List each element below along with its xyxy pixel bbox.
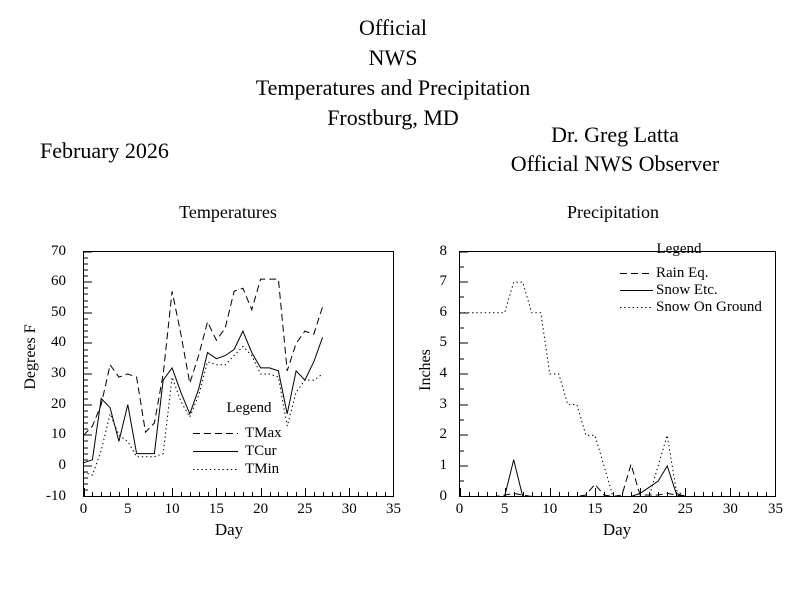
y-tick-label: 7 <box>439 273 448 290</box>
x-tick-label: 35 <box>386 501 401 517</box>
plot-border <box>83 251 394 497</box>
x-tick-label: 30 <box>341 501 357 517</box>
legend-label: Snow On Ground <box>656 299 762 315</box>
legend-line-sample-solid <box>620 290 653 291</box>
x-axis-title: Day <box>214 520 244 539</box>
main-title-line: Temperatures and Precipitation <box>255 75 531 100</box>
legend-row: Snow On Ground <box>598 299 778 316</box>
y-tick-label: 8 <box>439 242 448 259</box>
observer-role: Official NWS Observer <box>510 151 720 176</box>
x-tick-label: 5 <box>500 501 509 517</box>
x-tick-label: 25 <box>677 501 693 517</box>
series-line-rain-eq- <box>459 462 704 497</box>
legend-title: Legend <box>226 400 272 416</box>
x-tick-label: 35 <box>768 501 783 517</box>
y-tick-label: 6 <box>439 303 448 320</box>
observer-credit: Dr. Greg Latta Official NWS Observer <box>435 120 786 178</box>
y-tick-label: 70 <box>51 242 66 259</box>
legend-title: Legend <box>656 241 702 257</box>
y-tick-label: 0 <box>58 456 67 473</box>
x-axis-title: Day <box>602 520 632 539</box>
x-tick-label: 15 <box>587 501 603 517</box>
main-title-line: NWS <box>368 45 418 70</box>
series-line-tmin <box>83 345 323 476</box>
y-tick-label: 60 <box>51 273 66 290</box>
x-tick-label: 0 <box>455 501 464 517</box>
legend-label: TCur <box>245 442 277 459</box>
month-label: February 2026 <box>40 138 169 163</box>
x-tick-label: 30 <box>722 501 738 517</box>
legend: Legend TMax TCur TMin <box>193 400 305 478</box>
chart-temperatures: Temperatures Degrees F Day Legend TMax TC… <box>0 200 401 560</box>
y-tick-label: 30 <box>51 365 66 381</box>
y-tick-label: 10 <box>51 426 66 443</box>
main-title: Official NWS Temperatures and Precipitat… <box>0 13 786 133</box>
main-title-line: Official <box>358 15 427 40</box>
chart-title: Temperatures <box>179 202 277 222</box>
series-line-tcur <box>83 329 324 464</box>
y-tick-label: 20 <box>51 395 66 412</box>
x-tick-label: 0 <box>79 501 88 517</box>
legend-row: TMax <box>193 424 305 442</box>
legend-line-sample-dotted <box>620 307 653 308</box>
x-tick-label: 15 <box>208 501 224 517</box>
x-tick-label: 25 <box>297 501 313 517</box>
chart-title: Precipitation <box>567 202 659 222</box>
y-tick-label: 40 <box>51 334 66 351</box>
x-tick-label: 10 <box>164 501 180 517</box>
y-tick-label: 2 <box>439 426 448 443</box>
legend-line-sample-dotted <box>193 468 238 470</box>
y-tick-label: 50 <box>51 303 66 320</box>
observer-name: Dr. Greg Latta <box>551 122 679 147</box>
series-line-tmax <box>83 278 324 436</box>
x-tick-label: 10 <box>542 501 558 517</box>
legend-row: TMin <box>193 460 305 478</box>
y-tick-label: 3 <box>439 395 448 412</box>
x-tick-label: 5 <box>124 501 132 517</box>
legend-row: Rain Eq. <box>598 265 778 282</box>
y-tick-label: 5 <box>439 334 448 351</box>
precipitation-plot-svg <box>459 251 776 497</box>
y-tick-label: 4 <box>439 365 448 381</box>
main-title-line: Frostburg, MD <box>327 105 459 130</box>
legend: Legend Rain Eq. Snow Etc. Snow On Ground <box>598 241 778 316</box>
legend-label: Rain Eq. <box>656 265 709 281</box>
legend-label: TMin <box>245 460 280 477</box>
legend-row: Snow Etc. <box>598 282 778 299</box>
legend-line-sample-dashed <box>620 273 653 274</box>
temperature-plot-svg <box>83 251 394 497</box>
y-tick-label: 1 <box>439 456 448 473</box>
legend-line-sample-solid <box>193 450 238 452</box>
legend-label: TMax <box>245 424 282 441</box>
legend-row: TCur <box>193 442 305 460</box>
legend-line-sample-dashed <box>193 432 238 434</box>
x-tick-label: 20 <box>253 501 269 517</box>
chart-precipitation: Precipitation Inches Day Legend Rain Eq.… <box>405 200 786 560</box>
x-tick-label: 20 <box>632 501 648 517</box>
y-tick-label: -10 <box>46 487 66 504</box>
legend-label: Snow Etc. <box>656 282 718 298</box>
y-tick-label: 0 <box>439 487 448 504</box>
series-line-snow-etc- <box>459 459 704 497</box>
